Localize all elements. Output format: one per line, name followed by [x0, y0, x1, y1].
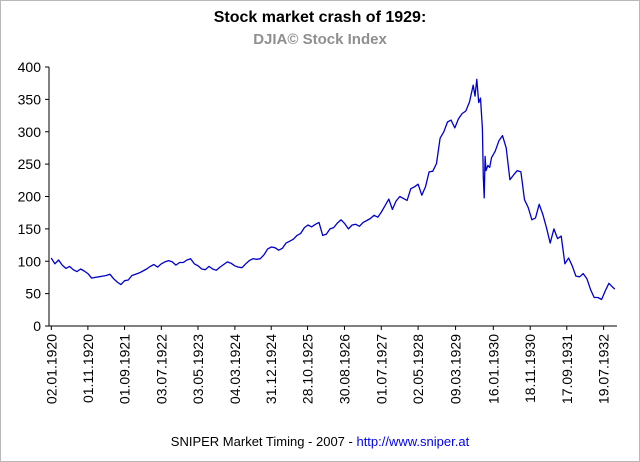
x-tick-label: 03.05.1923 — [190, 334, 206, 404]
footer-link[interactable]: http://www.sniper.at — [356, 434, 470, 449]
x-tick-label: 28.10.1925 — [300, 334, 316, 404]
x-tick-label: 30.08.1926 — [336, 334, 352, 404]
djia-series-line — [50, 78, 616, 301]
y-tick-label: 300 — [18, 124, 42, 140]
footer-caption: SNIPER Market Timing - 2007 - http://www… — [1, 434, 639, 449]
x-tick-label: 02.05.1928 — [410, 334, 426, 404]
x-tick-label: 01.09.1921 — [117, 334, 133, 404]
y-tick-label: 50 — [25, 286, 41, 302]
x-tick-label: 31.12.1924 — [263, 334, 279, 404]
y-tick-label: 150 — [18, 221, 42, 237]
y-tick-label: 100 — [18, 253, 42, 269]
x-tick-label: 03.07.1922 — [153, 334, 169, 404]
x-tick-label: 16.01.1930 — [485, 334, 501, 404]
footer-text: SNIPER Market Timing - 2007 - — [170, 434, 357, 449]
chart-subtitle: DJIA© Stock Index — [253, 31, 387, 48]
y-tick-label: 200 — [18, 189, 42, 205]
chart-title: Stock market crash of 1929: — [213, 9, 427, 26]
x-tick-label: 04.03.1924 — [227, 334, 243, 404]
x-tick-label: 01.07.1927 — [373, 334, 389, 404]
y-tick-label: 400 — [18, 59, 42, 75]
x-tick-label: 09.03.1929 — [448, 334, 464, 404]
x-tick-label: 18.11.1930 — [522, 334, 538, 403]
x-tick-label: 01.11.1920 — [80, 334, 96, 403]
y-tick-label: 0 — [33, 318, 41, 334]
x-tick-label: 02.01.1920 — [43, 334, 59, 404]
y-tick-label: 350 — [18, 91, 42, 107]
x-tick-label: 19.07.1932 — [596, 334, 612, 404]
x-tick-label: 17.09.1931 — [559, 334, 575, 404]
y-tick-label: 250 — [18, 156, 42, 172]
